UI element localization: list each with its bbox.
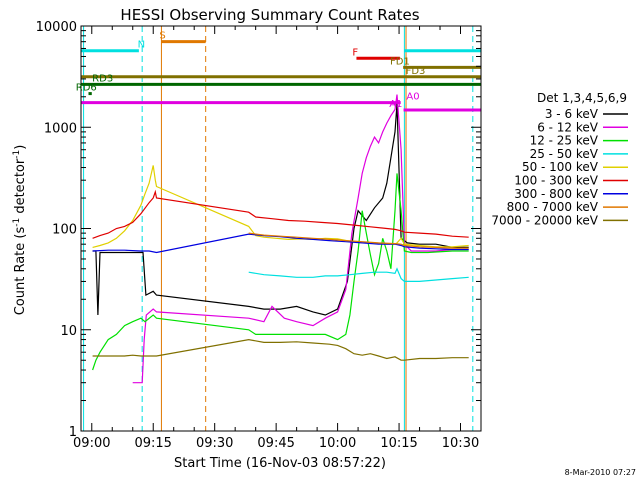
legend-label-1: 6 - 12 keV xyxy=(537,120,599,134)
flag-label-a1-9: A1 xyxy=(389,99,402,110)
y-tick-label-3: 1000 xyxy=(44,121,77,136)
flag-label-s-2: S xyxy=(159,31,165,42)
count-rate-chart: HESSI Observing Summary Count Rates 09:0… xyxy=(0,0,640,480)
y-axis-label-mid: detector xyxy=(13,158,28,218)
y-tick-label-2: 100 xyxy=(52,223,77,238)
legend-label-8: 7000 - 20000 keV xyxy=(491,213,598,227)
flag-label-fd3-5: FD3 xyxy=(406,66,426,77)
legend-label-3: 25 - 50 keV xyxy=(530,147,599,161)
x-tick-label-2: 09:30 xyxy=(196,436,233,451)
series-line-3 xyxy=(249,269,469,282)
series-line-8 xyxy=(93,340,469,361)
x-tick-label-5: 10:15 xyxy=(380,436,417,451)
x-tick-label-4: 10:00 xyxy=(319,436,356,451)
y-axis-label-main: Count Rate (s xyxy=(13,227,28,316)
y-tick-label-4: 10000 xyxy=(36,20,77,35)
x-tick-label-1: 09:15 xyxy=(134,436,171,451)
flag-label-n-0: N xyxy=(138,40,145,51)
x-tick-label-3: 09:45 xyxy=(257,436,294,451)
legend-label-4: 50 - 100 keV xyxy=(522,160,599,174)
flag-label-a0-8: A0 xyxy=(406,92,419,103)
x-axis-label: Start Time (16-Nov-03 08:57:22) xyxy=(174,456,386,471)
flag-label-f-3: F xyxy=(352,47,358,58)
y-axis-label-exp1: -1 xyxy=(12,218,22,227)
legend-label-2: 12 - 25 keV xyxy=(530,134,599,148)
legend-label-6: 300 - 800 keV xyxy=(514,187,598,201)
legend-title: Det 1,3,4,5,6,9 xyxy=(537,91,627,105)
x-tick-label-6: 10:30 xyxy=(442,436,479,451)
y-axis-label-exp2: -1 xyxy=(12,150,22,159)
legend-label-7: 800 - 7000 keV xyxy=(507,200,599,214)
flag-label-rd6-7: RD6 xyxy=(76,83,97,94)
plot-frame xyxy=(81,26,481,431)
legend-label-0: 3 - 6 keV xyxy=(545,107,599,121)
series-line-4 xyxy=(93,165,469,247)
x-tick-label-0: 09:00 xyxy=(73,436,110,451)
y-tick-label-0: 1 xyxy=(69,425,77,440)
chart-title: HESSI Observing Summary Count Rates xyxy=(120,6,419,24)
y-axis-label: Count Rate (s-1 detector-1) xyxy=(12,145,28,316)
y-axis-label-end: ) xyxy=(13,145,28,150)
legend-label-5: 100 - 300 keV xyxy=(514,174,598,188)
y-tick-label-1: 10 xyxy=(60,324,77,339)
series-line-5 xyxy=(93,192,469,238)
series-line-0 xyxy=(93,104,469,315)
plot-area xyxy=(82,26,481,431)
footer-date: 8-Mar-2010 07:27 xyxy=(565,468,636,477)
